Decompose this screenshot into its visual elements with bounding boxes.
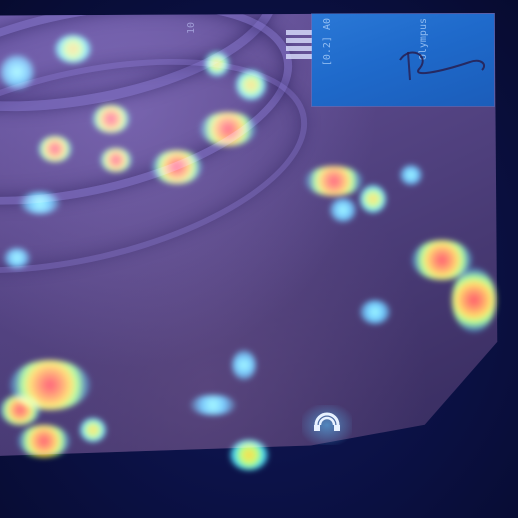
heatmap-spot [152, 150, 202, 184]
heatmap-spot [18, 425, 70, 457]
heatmap-spot [232, 350, 256, 380]
scale-indicator [286, 30, 314, 66]
heatmap-spot [80, 418, 106, 442]
heatmap-spot [92, 105, 130, 133]
inset-panel [312, 14, 494, 106]
heatmap-spot [330, 198, 356, 222]
heatmap-spot [305, 166, 363, 196]
heatmap-spot [20, 192, 60, 214]
heatmap-spot [190, 395, 236, 415]
heatmap-spot [360, 300, 390, 324]
heatmap-spot [205, 52, 229, 76]
heatmap-spot [452, 268, 496, 332]
heatmap-spot [236, 70, 266, 100]
heatmap-spot [0, 395, 40, 425]
heatmap-spot [0, 55, 34, 89]
heatmap-spot [200, 112, 256, 146]
heatmap-spot [4, 248, 30, 268]
heatmap-spot [360, 185, 386, 213]
heatmap-spot [100, 148, 132, 172]
heatmap-spot [400, 165, 422, 185]
heatmap-spot [55, 35, 91, 63]
heatmap-spot [38, 136, 72, 162]
logo-icon [302, 405, 352, 445]
heatmap-spot [230, 440, 268, 470]
